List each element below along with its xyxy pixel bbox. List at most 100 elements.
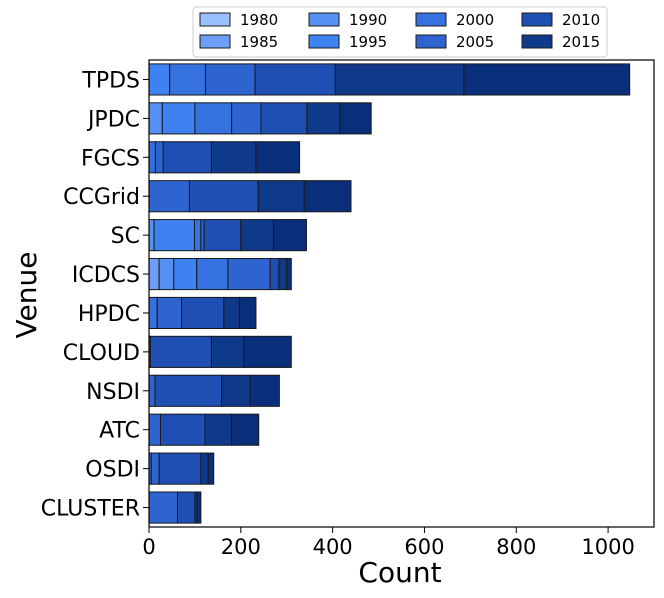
bar-segment: [269, 257, 280, 291]
bar-segment: [207, 452, 215, 485]
x-tick-label: 0: [142, 535, 155, 559]
legend-label: 1990: [349, 11, 387, 29]
bars-layer: [148, 63, 631, 524]
bar-segment: [148, 257, 160, 291]
x-tick-label: 200: [221, 535, 261, 559]
bar-segment: [194, 102, 233, 135]
legend-label: 2005: [456, 33, 494, 51]
bar-segment: [204, 413, 233, 446]
y-tick-label: FGCS: [81, 146, 140, 171]
y-tick-label: ATC: [99, 419, 140, 444]
y-tick-label: NSDI: [86, 380, 140, 405]
bar-segment: [200, 452, 209, 485]
bar-segment: [158, 452, 202, 485]
legend-label: 1980: [240, 11, 278, 29]
bar-segment: [154, 141, 164, 174]
bar-segment: [255, 141, 301, 174]
bar-segment: [272, 219, 307, 252]
y-tick-label: CCGrid: [63, 185, 140, 210]
y-tick-label: TPDS: [81, 68, 140, 93]
bar-segment: [260, 102, 308, 135]
bar-segment: [148, 413, 161, 446]
x-axis: 0 200 400 600 800 1000: [142, 527, 635, 559]
y-tick-label: CLOUD: [63, 341, 140, 366]
bar-segment: [153, 219, 195, 252]
bar-segment: [254, 63, 336, 96]
legend-swatch: [308, 34, 340, 49]
bar-segment: [150, 452, 160, 485]
y-tick-label: HPDC: [78, 302, 140, 327]
bar-segment: [231, 102, 262, 135]
bar-segment: [156, 296, 183, 330]
bar-segment: [149, 335, 212, 368]
bar-segment: [210, 335, 245, 368]
bar-segment: [339, 102, 372, 135]
bar-segment: [240, 219, 274, 252]
bar-segment: [181, 296, 225, 330]
bar-segment: [227, 257, 271, 291]
bar-segment: [231, 413, 260, 446]
legend-label: 2010: [562, 11, 600, 29]
bar-segment: [148, 180, 190, 213]
bar-segment: [334, 63, 465, 96]
bar-segment: [278, 257, 288, 291]
x-tick-label: 1000: [581, 535, 634, 559]
bar-segment: [243, 335, 292, 368]
bar-segment: [148, 141, 156, 174]
bar-segment: [162, 141, 212, 174]
bar-segment: [169, 63, 206, 96]
bar-segment: [306, 102, 341, 135]
bar-segment: [204, 63, 256, 96]
x-axis-title: Count: [358, 556, 441, 589]
bar-segment: [238, 296, 257, 330]
bar-segment: [148, 374, 156, 407]
plot-frame: [148, 59, 655, 528]
bar-segment: [303, 180, 352, 213]
bar-segment: [463, 63, 631, 96]
x-tick-label: 600: [404, 535, 444, 559]
y-tick-label: CLUSTER: [41, 497, 140, 522]
bar-segment: [286, 257, 292, 291]
bar-segment: [210, 141, 257, 174]
legend-swatch: [199, 12, 231, 27]
legend-swatch: [415, 34, 447, 49]
bar-segment: [148, 296, 158, 330]
legend-label: 1985: [240, 33, 278, 51]
legend-label: 2015: [562, 33, 600, 51]
bar-segment: [223, 296, 240, 330]
bar-segment: [196, 491, 202, 524]
legend-swatch: [521, 34, 553, 49]
bar-segment: [221, 374, 251, 407]
bar-segment: [161, 102, 196, 135]
bar-segment: [148, 102, 163, 135]
bar-segment: [188, 180, 259, 213]
x-tick-label: 400: [313, 535, 353, 559]
bar-segment: [159, 413, 206, 446]
bar-segment: [154, 374, 223, 407]
y-tick-label: SC: [111, 224, 140, 249]
bar-segment: [158, 257, 175, 291]
y-axis: TPDS JPDC FGCS CCGrid SC ICDCS HPDC CLOUD NSDI AT…: [41, 68, 149, 522]
y-tick-label: ICDCS: [72, 263, 140, 288]
legend-swatch: [521, 12, 553, 27]
y-axis-title: Venue: [10, 252, 43, 339]
y-tick-label: OSDI: [85, 458, 140, 483]
bar-segment: [203, 219, 242, 252]
legend-swatch: [199, 34, 231, 49]
legend: 1980 1985 1990 1995 2000 2005 2010 2015: [192, 6, 608, 58]
bar-segment: [257, 180, 305, 213]
bar-segment: [148, 491, 178, 524]
bar-segment: [173, 257, 198, 291]
legend-label: 2000: [456, 11, 494, 29]
y-tick-label: JPDC: [86, 107, 140, 132]
legend-swatch: [415, 12, 447, 27]
legend-label: 1995: [349, 33, 387, 51]
bar-segment: [148, 63, 171, 96]
bar-segment: [176, 491, 196, 524]
bar-segment: [196, 257, 229, 291]
legend-swatch: [308, 12, 340, 27]
bar-segment: [148, 219, 155, 252]
bar-segment: [193, 219, 202, 252]
x-tick-label: 800: [496, 535, 536, 559]
